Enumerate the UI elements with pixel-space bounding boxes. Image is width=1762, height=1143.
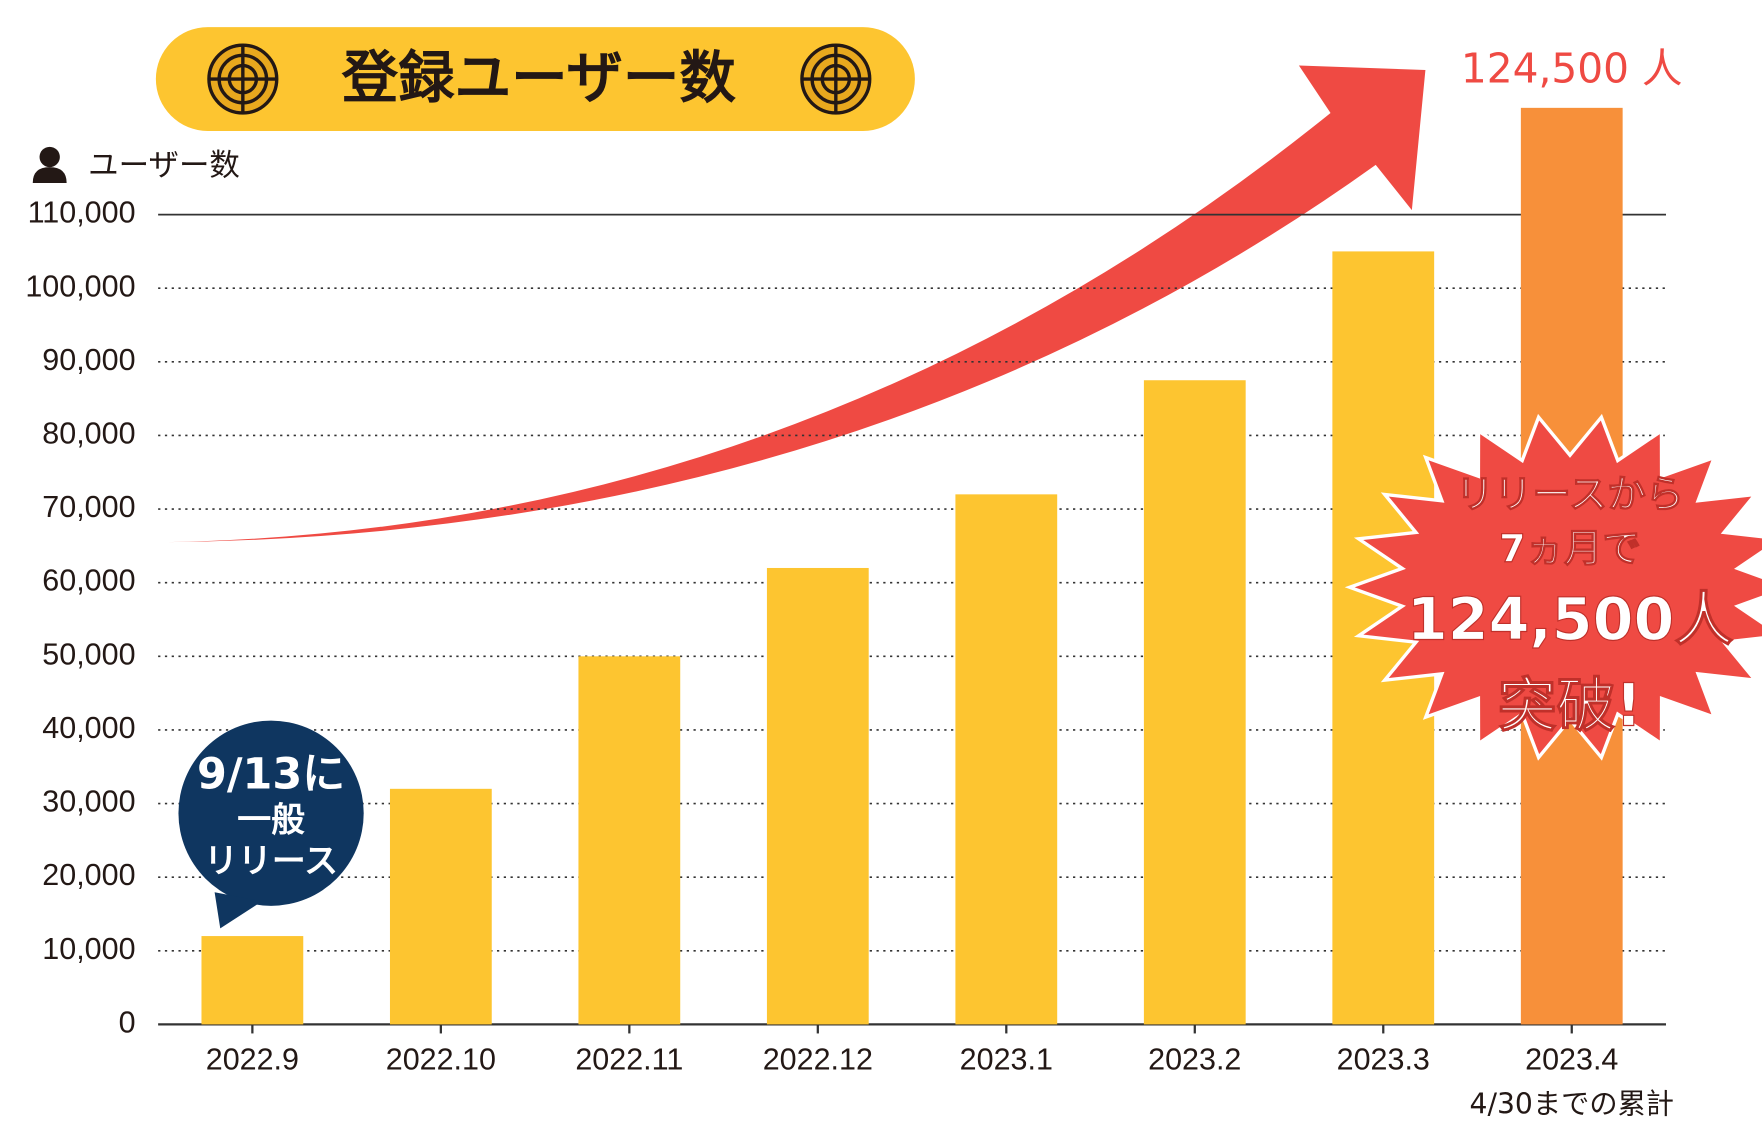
y-axis-label: ユーザー数 — [88, 149, 240, 184]
release-note: 一般 — [237, 801, 305, 840]
y-tick-label: 20,000 — [42, 858, 135, 892]
x-tick-label: 2022.11 — [575, 1043, 683, 1077]
chart-title: 登録ユーザー数 — [341, 46, 737, 111]
y-tick-label: 110,000 — [28, 196, 136, 230]
bar — [766, 567, 869, 1025]
y-tick-label: 60,000 — [42, 564, 135, 598]
x-tick-label: 2022.12 — [763, 1043, 873, 1077]
highlight-text: 7ヵ月で — [1499, 527, 1641, 572]
y-tick-label: 30,000 — [42, 785, 135, 819]
y-tick-label: 10,000 — [42, 932, 135, 966]
highlight-text: 突破! — [1498, 670, 1642, 739]
bar — [1143, 380, 1246, 1025]
bar — [201, 936, 304, 1025]
x-tick-label: 2023.1 — [960, 1043, 1053, 1077]
y-tick-label: 100,000 — [25, 269, 135, 303]
y-tick-label: 50,000 — [42, 637, 135, 671]
y-tick-label: 80,000 — [42, 417, 135, 451]
highlight-text: リリースから — [1456, 472, 1684, 517]
bar — [578, 656, 681, 1025]
title-pill — [155, 27, 915, 132]
x-tick-label: 2023.4 — [1525, 1043, 1618, 1077]
user-icon — [32, 146, 67, 183]
starburst — [1344, 413, 1762, 761]
release-note: 9/13に — [197, 750, 345, 800]
release-bubble — [178, 720, 364, 929]
bar — [955, 494, 1058, 1025]
bar — [389, 788, 492, 1025]
x-tick-label: 2023.2 — [1148, 1043, 1241, 1077]
growth-arrow — [167, 65, 1426, 543]
x-tick-label: 2023.3 — [1337, 1043, 1430, 1077]
value-label: 124,500 人 — [1461, 45, 1683, 93]
category-note: 4/30までの累計 — [1470, 1088, 1674, 1121]
highlight-text: 124,500人 — [1407, 585, 1733, 654]
y-tick-label: 70,000 — [42, 490, 135, 524]
title-icon — [207, 43, 872, 115]
release-note: リリース — [204, 841, 338, 880]
y-tick-label: 40,000 — [42, 711, 135, 745]
x-tick-label: 2022.10 — [386, 1043, 496, 1077]
x-tick-label: 2022.9 — [206, 1043, 299, 1077]
y-tick-label: 90,000 — [42, 343, 135, 377]
y-tick-label: 0 — [119, 1005, 136, 1039]
